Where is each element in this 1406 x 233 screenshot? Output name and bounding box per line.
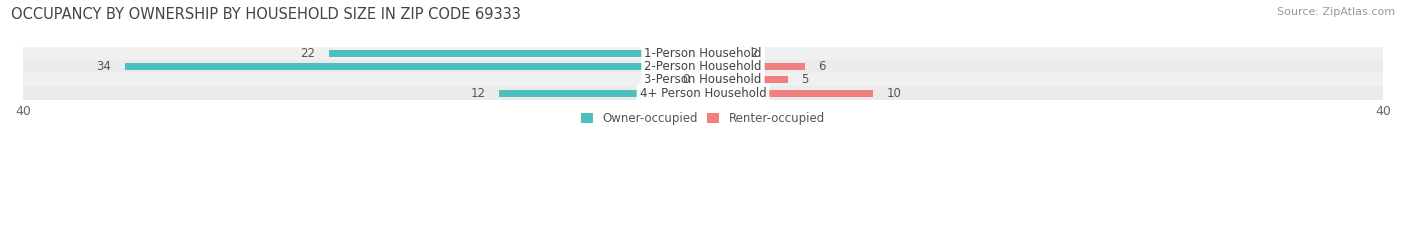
Text: 22: 22 bbox=[301, 47, 315, 60]
Text: 34: 34 bbox=[97, 60, 111, 73]
Text: 1-Person Household: 1-Person Household bbox=[644, 47, 762, 60]
Legend: Owner-occupied, Renter-occupied: Owner-occupied, Renter-occupied bbox=[576, 107, 830, 130]
Text: 3-Person Household: 3-Person Household bbox=[644, 73, 762, 86]
Bar bbox=[22, 86, 1384, 100]
Bar bbox=[703, 50, 737, 57]
Text: OCCUPANCY BY OWNERSHIP BY HOUSEHOLD SIZE IN ZIP CODE 69333: OCCUPANCY BY OWNERSHIP BY HOUSEHOLD SIZE… bbox=[11, 7, 522, 22]
Text: 4+ Person Household: 4+ Person Household bbox=[640, 86, 766, 99]
Bar bbox=[22, 73, 1384, 86]
Text: 2: 2 bbox=[751, 47, 758, 60]
Bar bbox=[703, 63, 806, 70]
Text: Source: ZipAtlas.com: Source: ZipAtlas.com bbox=[1277, 7, 1395, 17]
Text: 10: 10 bbox=[887, 86, 901, 99]
Bar bbox=[22, 47, 1384, 60]
Bar bbox=[22, 60, 1384, 73]
Bar bbox=[499, 90, 703, 96]
Text: 5: 5 bbox=[801, 73, 808, 86]
Bar bbox=[125, 63, 703, 70]
Text: 2-Person Household: 2-Person Household bbox=[644, 60, 762, 73]
Bar bbox=[703, 90, 873, 96]
Bar bbox=[703, 76, 787, 83]
Bar bbox=[329, 50, 703, 57]
Text: 12: 12 bbox=[471, 86, 485, 99]
Text: 0: 0 bbox=[682, 73, 689, 86]
Text: 6: 6 bbox=[818, 60, 827, 73]
